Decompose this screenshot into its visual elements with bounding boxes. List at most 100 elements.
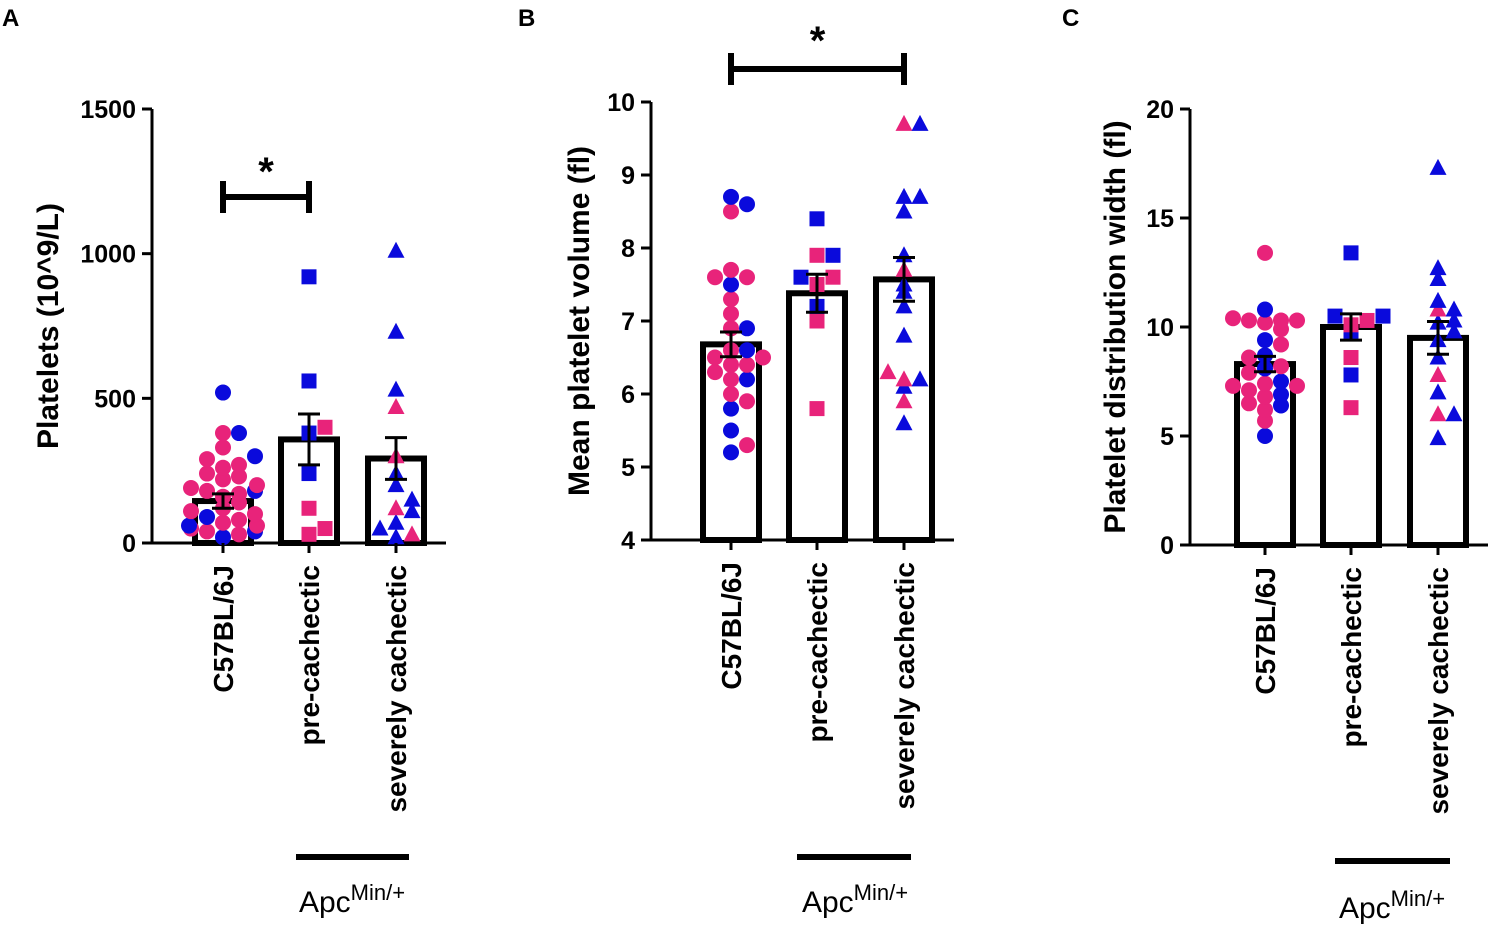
y-tick-label: 4 (621, 527, 635, 555)
group-label: ApcMin/+ (1339, 886, 1445, 925)
data-point-circle (199, 508, 215, 525)
data-point-triangle (1429, 259, 1447, 276)
y-tick-label: 15 (1146, 205, 1174, 233)
data-point-circle (739, 320, 755, 337)
data-point-circle (739, 437, 755, 454)
data-point-square (1343, 367, 1359, 383)
data-point-square (1375, 308, 1391, 324)
data-point-circle (723, 386, 739, 402)
data-point-circle (183, 480, 199, 497)
data-point-circle (215, 514, 231, 531)
x-tick-label: C57BL/6J (208, 565, 239, 693)
y-tick-label: 9 (621, 162, 635, 190)
x-tick-label: C57BL/6J (716, 562, 747, 690)
data-point-square (1359, 312, 1375, 328)
data-point-triangle (879, 363, 897, 380)
data-point-circle (231, 468, 247, 485)
data-point-square (301, 466, 317, 482)
y-tick-label: 7 (621, 308, 635, 336)
data-point-triangle (1429, 348, 1447, 365)
data-point-triangle (911, 114, 929, 131)
data-point-square (825, 247, 841, 263)
data-point-circle (723, 188, 739, 205)
y-tick-label: 10 (607, 89, 635, 117)
y-axis-label: Platelet distribution width (fl) (1099, 120, 1132, 533)
data-point-circle (723, 261, 739, 278)
data-point-circle (1241, 349, 1257, 366)
x-tick-label: pre-cachectic (802, 562, 833, 743)
y-tick-label: 6 (621, 381, 635, 409)
data-point-square (301, 500, 317, 516)
data-point-square (793, 269, 809, 285)
data-point-circle (231, 526, 247, 543)
data-point-circle (723, 422, 739, 439)
data-point-circle (755, 349, 771, 366)
data-point-circle (723, 371, 739, 388)
data-point-triangle (387, 380, 405, 397)
data-point-square (809, 211, 825, 227)
data-point-square (1327, 308, 1343, 324)
data-point-circle (247, 506, 263, 523)
data-point-circle (723, 291, 739, 308)
data-point-triangle (387, 528, 405, 545)
data-point-circle (231, 425, 247, 442)
data-point-circle (1241, 364, 1257, 381)
group-label-superscript: Min/+ (351, 880, 405, 905)
data-point-triangle (371, 519, 389, 536)
x-tick-label: severely cachectic (889, 562, 920, 810)
data-point-square (301, 373, 317, 389)
data-point-circle (183, 503, 199, 520)
data-point-triangle (895, 370, 913, 387)
panel-c: C Platelet distribution width (fl) 0 5 10 15 2… (1062, 5, 1488, 925)
data-point-circle (1241, 382, 1257, 399)
data-point-circle (199, 465, 215, 482)
data-point-circle (1241, 312, 1257, 329)
panel-b: B Mean platelet volume (fl) 4 5 6 7 8 9 10 C57BL/… (518, 5, 954, 919)
data-point-triangle (1429, 158, 1447, 175)
data-point-circle (739, 393, 755, 410)
data-point-triangle (387, 499, 405, 516)
data-point-circle (723, 276, 739, 293)
data-point-triangle (911, 370, 929, 387)
data-point-square (809, 401, 825, 417)
y-tick-label: 0 (122, 530, 136, 558)
data-point-circle (199, 523, 215, 540)
data-point-circle (739, 342, 755, 359)
data-point-square (809, 247, 825, 263)
data-point-circle (1273, 336, 1289, 353)
data-point-circle (723, 203, 739, 220)
x-tick-label: pre-cachectic (294, 565, 325, 746)
data-point-circle (723, 356, 739, 373)
data-point-triangle (895, 202, 913, 219)
data-point-triangle (1429, 365, 1447, 382)
bar-2 (873, 276, 935, 543)
data-point-circle (707, 269, 723, 286)
data-point-circle (215, 471, 231, 488)
data-point-triangle (1445, 322, 1463, 339)
bar-1 (786, 290, 848, 544)
data-point-triangle (1429, 429, 1447, 446)
data-point-circle (247, 448, 263, 465)
data-point-triangle (1429, 270, 1447, 287)
data-point-square (1343, 245, 1359, 261)
data-point-circle (1273, 312, 1289, 329)
data-point-triangle (895, 187, 913, 204)
y-tick-label: 500 (94, 385, 136, 413)
group-label-superscript: Min/+ (854, 880, 908, 905)
data-point-triangle (387, 241, 405, 258)
group-label-superscript: Min/+ (1391, 886, 1445, 911)
data-point-triangle (403, 525, 421, 542)
data-point-triangle (403, 490, 421, 507)
panel-letter: B (518, 5, 535, 32)
y-tick-label: 10 (1146, 314, 1174, 342)
data-point-triangle (403, 502, 421, 519)
data-point-triangle (895, 326, 913, 343)
data-point-circle (723, 444, 739, 461)
group-label-base: Apc (1339, 892, 1391, 925)
y-tick-label: 20 (1146, 96, 1174, 124)
y-tick-label: 8 (621, 235, 635, 263)
data-point-square (809, 313, 825, 329)
group-label-base: Apc (299, 886, 351, 919)
data-point-triangle (1429, 383, 1447, 400)
